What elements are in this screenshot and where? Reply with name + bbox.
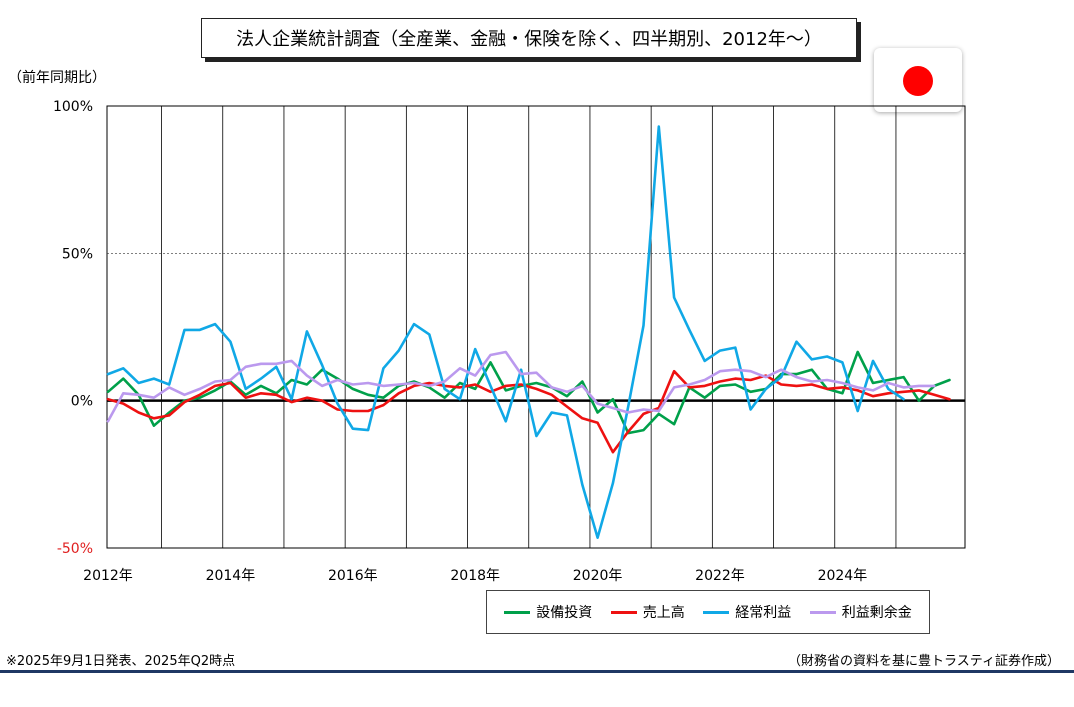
footnote-source: （財務省の資料を基に豊トラスティ証券作成）: [788, 654, 1060, 669]
legend-swatch-sales: [610, 610, 637, 614]
legend-item-profit: 経常利益: [703, 602, 791, 622]
legend-swatch-retained: [809, 610, 836, 614]
legend-item-retained: 利益剰余金: [809, 602, 912, 622]
y-tick-label: 100%: [53, 99, 93, 115]
japan-flag-icon: [903, 66, 933, 96]
legend-label-capex: 設備投資: [536, 605, 593, 621]
legend-label-profit: 経常利益: [735, 605, 792, 621]
plot-frame: [106, 105, 966, 549]
x-tick-label: 2018年: [450, 568, 500, 584]
x-tick-label: 2022年: [695, 568, 745, 584]
x-tick-label: 2020年: [573, 568, 623, 584]
series-line-retained: [106, 350, 936, 423]
y-tick-label: 50%: [62, 246, 93, 262]
y-axis-unit-label: （前年同期比）: [8, 70, 106, 86]
legend-swatch-capex: [504, 610, 531, 614]
chart-title: 法人企業統計調査（全産業、金融・保険を除く、四半期別、2012年～）: [201, 18, 857, 58]
legend-item-sales: 売上高: [610, 602, 685, 622]
legend-swatch-profit: [703, 610, 730, 614]
legend-label-retained: 利益剰余金: [841, 605, 912, 621]
footnote-release-date: ※2025年9月1日発表、2025年Q2時点: [6, 654, 236, 669]
x-tick-label: 2014年: [206, 568, 256, 584]
chart-legend: 設備投資 売上高 経常利益 利益剰余金: [486, 590, 930, 634]
legend-item-capex: 設備投資: [504, 602, 592, 622]
japan-flag-card: [874, 48, 962, 112]
series-line-capex: [106, 350, 951, 435]
x-tick-label: 2016年: [328, 568, 378, 584]
x-tick-label: 2012年: [83, 568, 133, 584]
y-tick-label: -50%: [57, 541, 93, 557]
legend-label-sales: 売上高: [642, 605, 685, 621]
bottom-rule: [0, 670, 1074, 673]
series-line-sales: [106, 369, 951, 454]
series-line-profit: [106, 125, 905, 540]
y-tick-label: 0%: [71, 394, 93, 410]
x-tick-label: 2024年: [818, 568, 868, 584]
